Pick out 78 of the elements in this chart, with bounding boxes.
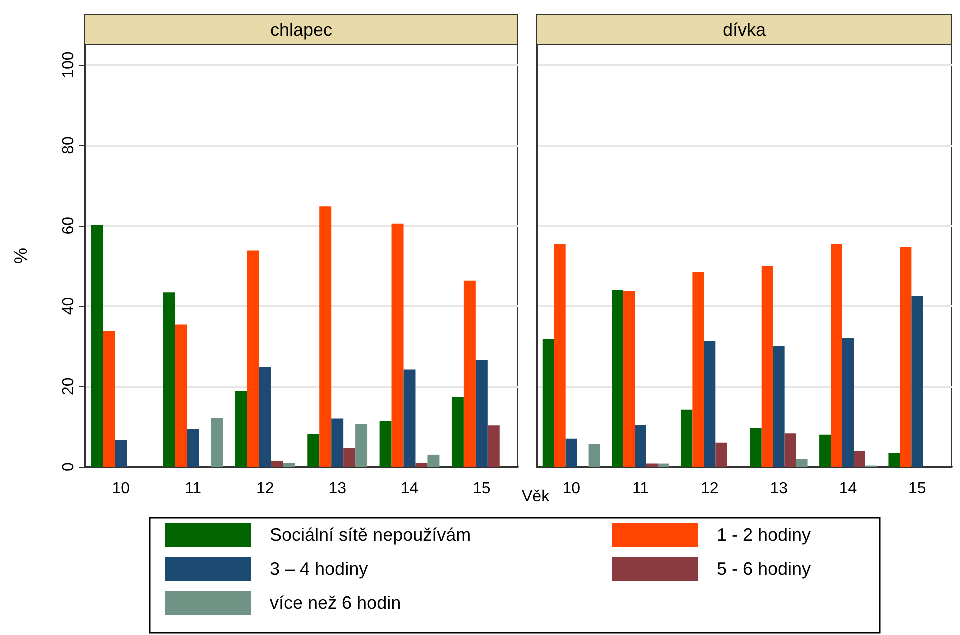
x-tick-label: 14 — [400, 480, 419, 498]
y-tick-label: 100 — [60, 52, 78, 78]
bar — [716, 442, 728, 467]
bar — [842, 338, 854, 467]
bar — [428, 454, 440, 467]
x-tick-label: 11 — [184, 480, 202, 498]
bar — [784, 434, 796, 467]
legend-label: 1 - 2 hodiny — [717, 525, 812, 545]
bar — [912, 296, 924, 467]
legend-label: Sociální sítě nepoužívám — [270, 525, 472, 545]
bar — [854, 451, 866, 467]
bar — [452, 397, 464, 467]
x-tick-label: 12 — [256, 480, 274, 498]
legend-label: více než 6 hodin — [270, 593, 402, 613]
bar — [271, 460, 284, 467]
bar — [773, 346, 785, 467]
bar — [588, 444, 600, 467]
bar — [91, 225, 104, 467]
bar — [211, 418, 224, 467]
bar — [320, 206, 332, 467]
bar — [820, 434, 832, 467]
bar — [658, 464, 670, 467]
chart-title: dívka — [722, 20, 767, 40]
chart-title: chlapec — [270, 20, 333, 40]
x-tick-label: 15 — [473, 480, 491, 498]
bar — [888, 453, 900, 467]
y-tick-label: 20 — [60, 378, 78, 396]
bar — [831, 244, 843, 467]
y-tick-label: 0 — [60, 462, 78, 472]
bar — [900, 248, 912, 467]
bar — [103, 332, 116, 467]
bar — [542, 339, 554, 467]
bar — [416, 462, 428, 467]
bar — [646, 464, 658, 467]
bar — [392, 224, 404, 467]
bar — [554, 244, 566, 467]
bar — [796, 459, 808, 467]
bar — [692, 272, 704, 467]
bar — [115, 440, 128, 467]
bar — [762, 266, 774, 467]
legend-label: 5 - 6 hodiny — [717, 559, 812, 579]
bar — [259, 367, 272, 467]
bar — [283, 462, 296, 467]
x-tick-label: 10 — [562, 480, 581, 498]
y-axis-title: % — [11, 248, 31, 264]
bar — [187, 429, 200, 467]
bar — [750, 428, 762, 467]
bar — [163, 292, 176, 467]
bar — [404, 370, 416, 467]
x-axis-title: Věk — [522, 488, 551, 506]
x-tick-label: 13 — [770, 480, 788, 498]
bar — [247, 250, 260, 467]
y-tick-label: 60 — [60, 216, 78, 235]
x-tick-label: 11 — [632, 480, 650, 498]
bar — [635, 425, 646, 467]
bar — [612, 290, 624, 467]
x-tick-label: 15 — [908, 480, 926, 498]
bar — [566, 438, 578, 467]
y-tick-label: 40 — [60, 297, 78, 316]
y-tick-label: 80 — [60, 136, 78, 154]
x-tick-label: 13 — [328, 480, 347, 498]
x-tick-label: 10 — [112, 480, 130, 498]
x-tick-label: 12 — [701, 480, 719, 498]
x-tick-label: 14 — [839, 480, 858, 498]
bar — [704, 341, 716, 467]
bar — [175, 324, 188, 467]
bar — [332, 418, 344, 467]
bar — [476, 360, 488, 467]
bar — [464, 280, 476, 467]
bar — [624, 290, 636, 467]
bar — [308, 434, 320, 467]
legend-label: 3 – 4 hodiny — [270, 559, 368, 579]
bar — [380, 421, 392, 467]
bar — [488, 426, 500, 467]
bar — [235, 391, 248, 467]
bar — [356, 424, 368, 467]
bar — [344, 448, 356, 467]
bar — [681, 410, 693, 467]
